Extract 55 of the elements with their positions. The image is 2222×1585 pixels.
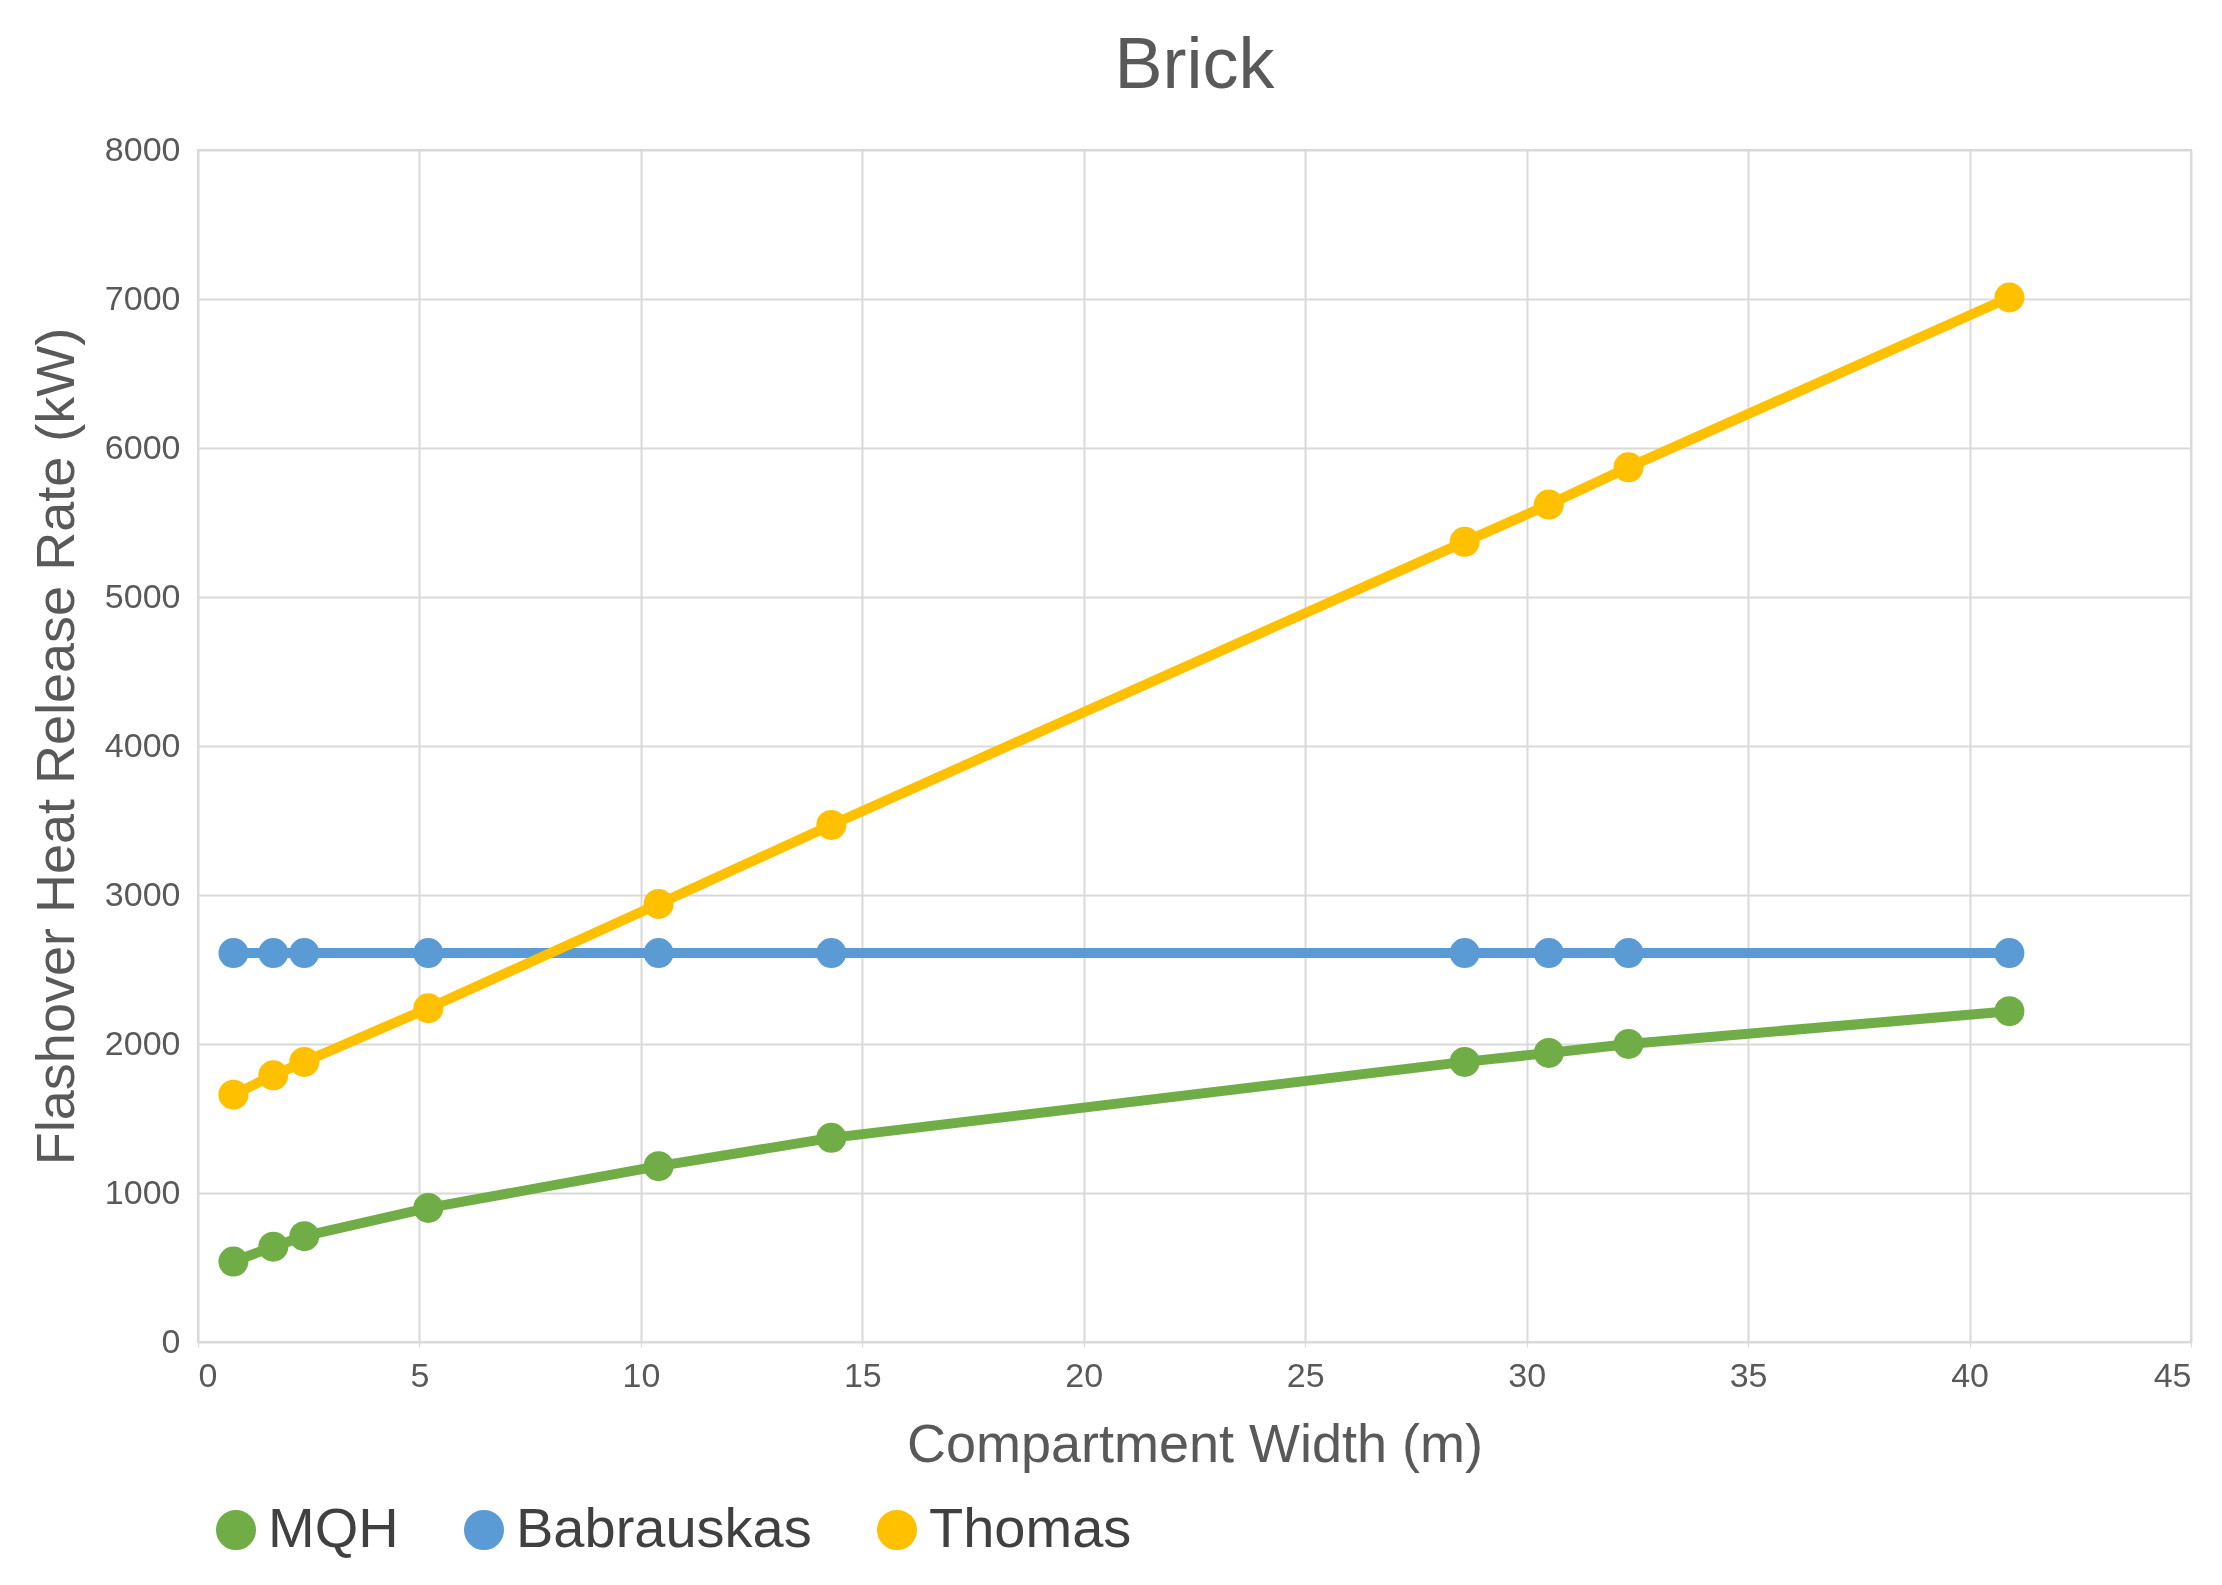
point — [218, 1246, 249, 1277]
point — [1449, 938, 1480, 969]
y-tick-label: 7000 — [104, 278, 181, 317]
x-tick-label: 15 — [843, 1355, 882, 1394]
point — [1613, 1029, 1644, 1059]
point — [1449, 1046, 1480, 1077]
point — [643, 1151, 674, 1182]
point — [816, 1122, 847, 1153]
legend-label: Babrauskas — [516, 1496, 812, 1559]
x-tick-label: 5 — [410, 1355, 430, 1394]
point — [816, 810, 847, 840]
legend-label: Thomas — [929, 1496, 1132, 1559]
point — [413, 1192, 444, 1223]
point — [1613, 452, 1644, 483]
point — [258, 1060, 289, 1091]
point — [1449, 526, 1480, 557]
point — [1994, 938, 2025, 969]
x-axis-title: Compartment Width (m) — [906, 1412, 1484, 1473]
point — [1533, 938, 1564, 969]
point — [218, 938, 249, 969]
y-tick-label: 4000 — [104, 725, 181, 764]
point — [258, 1231, 289, 1262]
y-axis-title: Flashover Heat Release Rate (kW) — [24, 327, 85, 1166]
point — [1533, 489, 1564, 520]
y-tick-label: 8000 — [104, 129, 181, 168]
y-tick-label: 2000 — [104, 1023, 181, 1062]
point — [289, 1221, 320, 1252]
point — [643, 938, 674, 969]
x-tick-label: 35 — [1729, 1355, 1768, 1394]
point — [816, 938, 847, 969]
point — [1613, 938, 1644, 969]
point — [1994, 282, 2025, 313]
y-tick-label: 6000 — [104, 427, 181, 466]
x-tick-label: 30 — [1508, 1355, 1547, 1394]
y-tick-label: 0 — [161, 1321, 181, 1360]
x-tick-label: 25 — [1286, 1355, 1325, 1394]
point — [1533, 1037, 1564, 1068]
point — [258, 938, 289, 969]
point — [218, 1079, 249, 1110]
chart-title: Brick — [1114, 23, 1276, 103]
x-tick-label: 20 — [1065, 1355, 1104, 1394]
point — [413, 993, 444, 1024]
point — [413, 938, 444, 969]
point — [643, 888, 674, 919]
point — [289, 938, 320, 969]
legend-label: MQH — [268, 1496, 399, 1559]
y-tick-label: 1000 — [104, 1172, 181, 1211]
point — [289, 1046, 320, 1077]
x-tick-label: 0 — [198, 1355, 218, 1394]
point — [1994, 996, 2025, 1027]
y-tick-label: 3000 — [104, 874, 181, 913]
y-tick-label: 5000 — [104, 576, 181, 615]
x-tick-label: 10 — [622, 1355, 661, 1394]
x-tick-label: 40 — [1951, 1355, 1989, 1394]
x-tick-label: 45 — [2153, 1355, 2192, 1394]
